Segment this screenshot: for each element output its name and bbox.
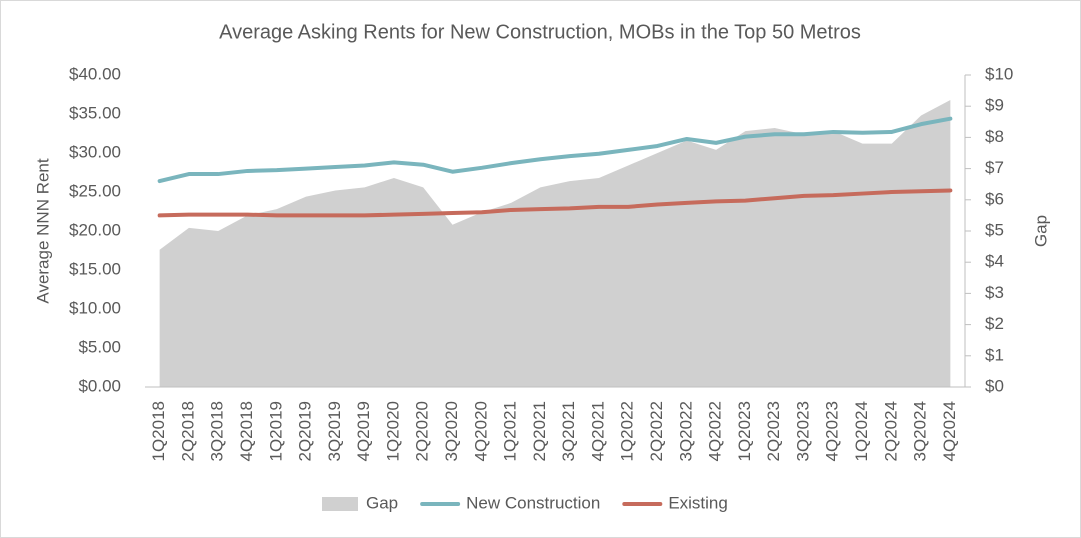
y-tick-label: $25.00 [69, 181, 121, 200]
y2-tick-label: $3 [985, 283, 1004, 302]
y2-axis-label: Gap [1031, 215, 1050, 247]
y-axis-label: Average NNN Rent [33, 158, 52, 303]
x-tick-label: 1Q2020 [383, 401, 402, 462]
chart-title: Average Asking Rents for New Constructio… [219, 21, 861, 43]
line [157, 188, 953, 218]
x-tick-label: 3Q2022 [676, 401, 695, 462]
x-tick-label: 2Q2023 [764, 401, 783, 462]
y-tick-label: $40.00 [69, 64, 121, 83]
legend-label: Existing [668, 493, 728, 512]
y-tick-label: $35.00 [69, 103, 121, 122]
y-tick-label: $10.00 [69, 298, 121, 317]
x-tick-label: 2Q2022 [647, 401, 666, 462]
y2-tick-label: $0 [985, 376, 1004, 395]
x-tick-label: 2Q2020 [413, 401, 432, 462]
x-tick-label: 1Q2023 [735, 401, 754, 462]
x-tick-label: 3Q2020 [442, 401, 461, 462]
y-tick-label: $15.00 [69, 259, 121, 278]
x-tick-label: 4Q2019 [354, 401, 373, 462]
x-tick-label: 2Q2024 [881, 401, 900, 462]
x-tick-label: 3Q2024 [911, 401, 930, 462]
line [157, 116, 953, 184]
y2-tick-label: $2 [985, 314, 1004, 333]
x-tick-label: 4Q2024 [940, 401, 959, 462]
y2-tick-label: $5 [985, 220, 1004, 239]
y2-tick-label: $1 [985, 345, 1004, 364]
x-tick-label: 4Q2020 [471, 401, 490, 462]
x-tick-label: 1Q2024 [852, 401, 871, 462]
x-tick-label: 4Q2022 [706, 401, 725, 462]
legend-label: Gap [366, 493, 398, 512]
x-tick-label: 1Q2021 [501, 401, 520, 462]
x-tick-label: 3Q2019 [325, 401, 344, 462]
y2-tick-label: $8 [985, 127, 1004, 146]
y2-tick-label: $4 [985, 252, 1004, 271]
x-tick-label: 4Q2021 [588, 401, 607, 462]
y-tick-label: $20.00 [69, 220, 121, 239]
y-tick-label: $30.00 [69, 142, 121, 161]
legend-label: New Construction [466, 493, 600, 512]
x-tick-label: 2Q2019 [296, 401, 315, 462]
x-tick-label: 3Q2018 [208, 401, 227, 462]
y-tick-label: $0.00 [78, 376, 121, 395]
y2-tick-label: $10 [985, 64, 1013, 83]
y2-tick-label: $6 [985, 189, 1004, 208]
x-tick-label: 3Q2023 [793, 401, 812, 462]
y-tick-label: $5.00 [78, 337, 121, 356]
x-tick-label: 3Q2021 [559, 401, 578, 462]
area [159, 99, 951, 388]
x-tick-label: 1Q2018 [149, 401, 168, 462]
x-tick-label: 2Q2018 [178, 401, 197, 462]
x-tick-label: 4Q2018 [237, 401, 256, 462]
y2-tick-label: $7 [985, 158, 1004, 177]
x-tick-label: 1Q2022 [618, 401, 637, 462]
x-tick-label: 1Q2019 [266, 401, 285, 462]
y2-tick-label: $9 [985, 96, 1004, 115]
legend-swatch [322, 497, 358, 511]
x-tick-label: 4Q2023 [823, 401, 842, 462]
x-tick-label: 2Q2021 [530, 401, 549, 462]
